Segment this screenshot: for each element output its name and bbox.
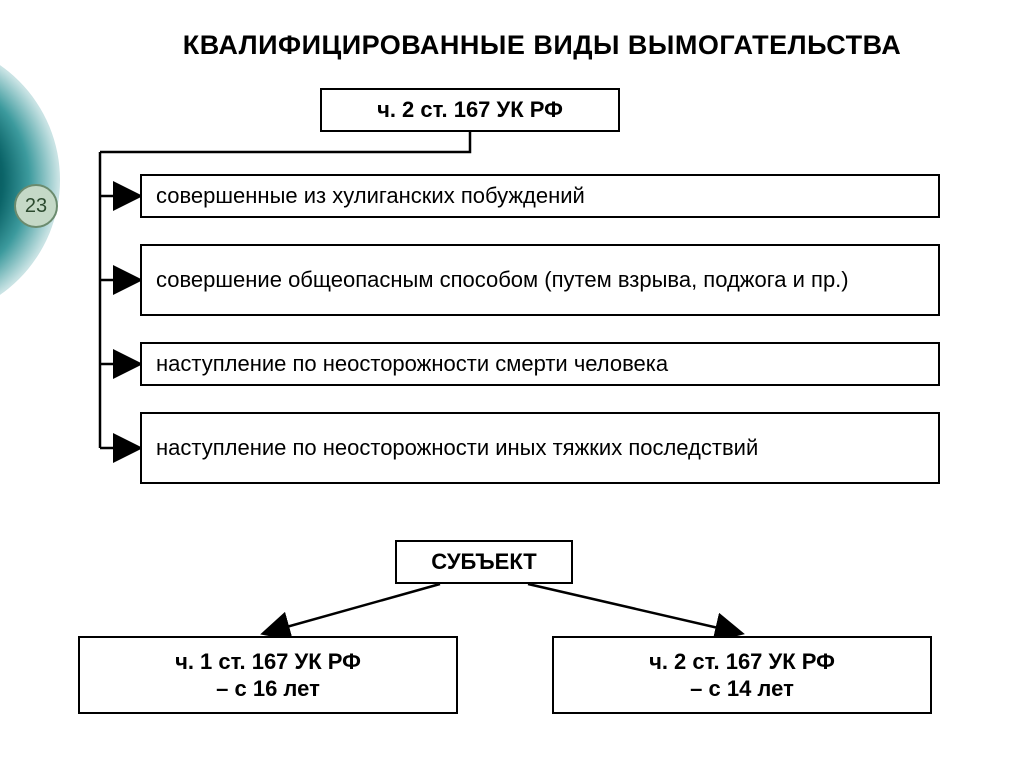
page-title: КВАЛИФИЦИРОВАННЫЕ ВИДЫ ВЫМОГАТЕЛЬСТВА xyxy=(100,30,984,61)
subject-left-line1: ч. 1 ст. 167 УК РФ xyxy=(175,648,361,676)
header-box: ч. 2 ст. 167 УК РФ xyxy=(320,88,620,132)
subject-right-line2: – с 14 лет xyxy=(690,675,794,703)
item-2: совершение общеопасным способом (путем в… xyxy=(140,244,940,316)
subject-box: СУБЪЕКТ xyxy=(395,540,573,584)
subject-right: ч. 2 ст. 167 УК РФ – с 14 лет xyxy=(552,636,932,714)
item-4: наступление по неосторожности иных тяжки… xyxy=(140,412,940,484)
decorative-arc xyxy=(0,40,60,320)
item-1: совершенные из хулиганских побуждений xyxy=(140,174,940,218)
item-3: наступление по неосторожности смерти чел… xyxy=(140,342,940,386)
subject-left-line2: – с 16 лет xyxy=(216,675,320,703)
subject-right-line1: ч. 2 ст. 167 УК РФ xyxy=(649,648,835,676)
slide-number-badge: 23 xyxy=(14,184,58,228)
subject-left: ч. 1 ст. 167 УК РФ – с 16 лет xyxy=(78,636,458,714)
